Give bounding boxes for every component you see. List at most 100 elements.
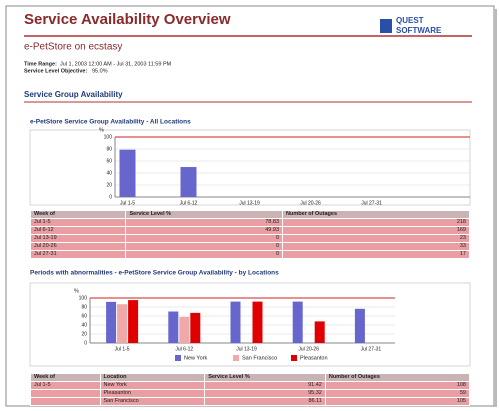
bar [119,149,136,197]
table-cell: Jul 1-5 [30,381,101,390]
column-header: Service Level % [204,373,326,382]
table-cell: 169 [282,226,470,235]
table-cell: 0 [125,242,283,251]
x-tick-label: Jul 27-31 [361,346,382,352]
table-cell: 23 [282,234,470,243]
bar [314,321,325,343]
y-tick-label: 20 [81,331,87,337]
x-tick-label: Jul 20-26 [298,346,319,352]
legend-swatch [233,355,239,361]
bar [190,312,201,343]
column-header: Week of [30,373,101,382]
table-cell: 91.42 [204,381,326,390]
x-tick-label: Jul 6-12 [180,200,198,206]
section-title: Service Group Availability [24,90,123,99]
table-row: San Francisco 86.11 105 [30,397,471,406]
bar [252,301,263,343]
y-tick-label: 60 [81,313,87,319]
table-cell: 218 [282,218,470,227]
table-row: Jul 13-19 0 23 [29,234,470,243]
chart-frame [29,282,471,367]
table-cell: Jul 13-19 [29,234,127,243]
chart-frame [29,129,471,206]
subtitle: e-PetStore on ecstasy [24,42,122,53]
header-row: Week of Service Level % Number of Outages [29,210,470,219]
y-axis-label: % [99,127,104,133]
table-row: Jul 1-5 78.83 218 [29,218,470,227]
y-tick-label: 20 [106,182,112,188]
table-cell: New York [99,381,206,390]
column-header: Week of [29,210,127,219]
info-label: Time Range: [24,61,57,67]
bar [128,300,139,343]
logo-text: SOFTWARE [396,26,442,35]
bar [180,167,197,197]
bar [292,301,303,343]
table-cell: 108 [324,381,471,390]
x-tick-label: Jul 1-5 [120,200,135,206]
legend-swatch [291,355,297,361]
legend-swatch [175,355,181,361]
legend-label: San Francisco [242,355,277,361]
table-cell: 33 [282,242,470,251]
x-tick-label: Jul 20-26 [300,200,321,206]
bar [117,304,128,343]
column-header: Service Level % [125,210,283,219]
table-cell: San Francisco [99,397,206,406]
x-tick-label: Jul 1-5 [115,346,130,352]
table-cell: Pleasanton [99,389,206,398]
table-row: Pleasanton 95.32 59 [30,389,471,398]
info-label: Service Level Objective: [24,68,87,74]
x-tick-label: Jul 27-31 [361,200,382,206]
column-header: Number of Outages [282,210,470,219]
table-cell: 86.11 [204,397,326,406]
table-row: Jul 27-31 0 17 [29,250,470,259]
y-axis-label: % [74,288,79,294]
table-cell: 49.93 [125,226,283,235]
x-tick-label: Jul 13-19 [239,200,260,206]
y-tick-label: 100 [104,134,113,140]
info-value: Jul 1, 2003 12:00 AM - Jul 31, 2003 11:5… [60,61,172,67]
y-tick-label: 60 [106,158,112,164]
table-cell [30,397,101,406]
y-tick-label: 40 [81,322,87,328]
table-cell: Jul 6-12 [29,226,127,235]
table-row: Jul 6-12 49.93 169 [29,226,470,235]
table-cell: 78.83 [125,218,283,227]
table-cell: Jul 27-31 [29,250,127,259]
y-tick-label: 80 [81,304,87,310]
table-cell [30,389,101,398]
table-cell: 0 [125,234,283,243]
bar [106,301,117,343]
y-tick-label: 0 [84,340,87,346]
legend-label: Pleasanton [300,355,328,361]
column-header: Number of Outages [324,373,471,382]
frame-shadow [494,9,497,407]
table-cell: Jul 1-5 [29,218,127,227]
y-tick-label: 0 [109,194,112,200]
report-title: Service Availability Overview [24,11,231,28]
y-tick-label: 80 [106,146,112,152]
legend-label: New York [184,355,207,361]
bar [354,308,365,343]
info-value: 95.0% [92,68,108,74]
logo-icon [380,19,392,33]
table-row: Jul 1-5 New York 91.42 108 [30,381,471,390]
table-cell: 105 [324,397,471,406]
chart-title: Periods with abnormalities - e-PetStore … [30,270,279,277]
table-row: Jul 20-26 0 33 [29,242,470,251]
y-tick-label: 100 [79,295,88,301]
table-cell: 59 [324,389,471,398]
table-cell: Jul 20-26 [29,242,127,251]
location-table: Week of Location Service Level % Number of … [30,373,471,406]
x-tick-label: Jul 13-19 [236,346,257,352]
chart-title: e-PetStore Service Group Availability - … [30,119,191,126]
x-tick-label: Jul 6-12 [175,346,193,352]
bar [230,301,241,343]
table-cell: 0 [125,250,283,259]
y-tick-label: 40 [106,170,112,176]
bar [179,316,190,343]
table-cell: 17 [282,250,470,259]
